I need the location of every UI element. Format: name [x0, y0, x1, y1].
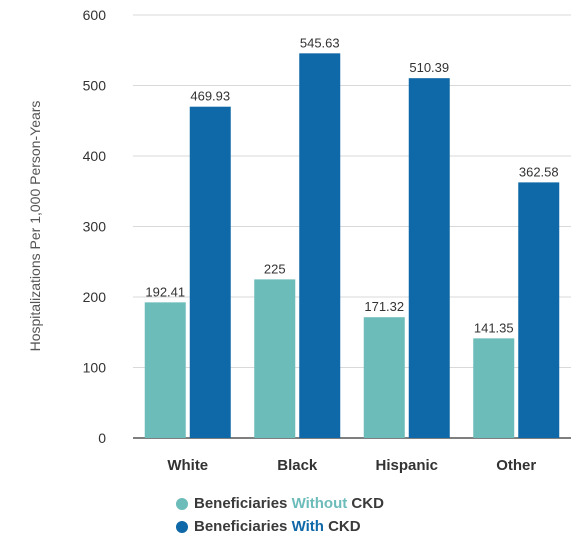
data-label: 192.41 — [145, 284, 185, 299]
bar-hispanic-series-1 — [408, 78, 450, 438]
y-tick-label: 600 — [83, 7, 107, 23]
legend-swatch-with-ckd — [176, 520, 188, 533]
y-tick-label: 500 — [83, 78, 107, 94]
data-label: 545.63 — [300, 35, 340, 50]
data-label: 362.58 — [519, 164, 559, 179]
legend-label-without-ckd: Beneficiaries Without CKD — [194, 496, 384, 511]
x-tick-label: Other — [496, 457, 536, 474]
bar-white-series-1 — [189, 106, 231, 439]
x-tick-label: Black — [277, 457, 318, 474]
x-tick-label: White — [167, 457, 208, 474]
bars — [144, 53, 560, 439]
bar-white-series-0 — [144, 302, 186, 438]
y-tick-label: 400 — [83, 148, 107, 164]
y-axis-ticks: 0 100 200 300 400 500 600 — [83, 7, 107, 446]
data-label: 141.35 — [474, 320, 514, 335]
bar-black-series-1 — [299, 53, 341, 439]
bar-hispanic-series-0 — [363, 317, 405, 438]
legend-label-emphasis: Without — [291, 495, 348, 512]
data-label: 171.32 — [364, 299, 404, 314]
data-label: 225 — [264, 261, 286, 276]
x-tick-label: Hispanic — [375, 457, 438, 474]
legend-label-part: CKD — [347, 495, 384, 512]
data-label: 510.39 — [409, 60, 449, 75]
y-axis-label: Hospitalizations Per 1,000 Person-Years — [27, 101, 43, 352]
y-tick-label: 300 — [83, 219, 107, 235]
legend-item-with-ckd: Beneficiaries With CKD — [176, 517, 384, 536]
legend-label-part: Beneficiaries — [194, 518, 292, 535]
legend-label-part: CKD — [323, 518, 361, 535]
x-axis-ticks: White Black Hispanic Other — [167, 457, 536, 474]
legend: Beneficiaries Without CKD Beneficiaries … — [176, 494, 384, 540]
legend-item-without-ckd: Beneficiaries Without CKD — [176, 494, 384, 513]
bar-other-series-1 — [518, 182, 560, 438]
bar-black-series-0 — [254, 279, 296, 438]
y-tick-label: 200 — [83, 289, 107, 305]
y-tick-label: 0 — [98, 430, 106, 446]
legend-label-part: Beneficiaries — [194, 495, 292, 512]
legend-label-emphasis: With — [291, 518, 324, 535]
legend-swatch-without-ckd — [176, 497, 188, 510]
bar-other-series-0 — [473, 338, 515, 438]
data-label: 469.93 — [190, 89, 230, 104]
legend-label-with-ckd: Beneficiaries With CKD — [194, 519, 361, 534]
y-tick-label: 100 — [83, 360, 107, 376]
data-labels: 192.41 469.93 225 545.63 171.32 510.39 141.35 3… — [145, 35, 558, 335]
